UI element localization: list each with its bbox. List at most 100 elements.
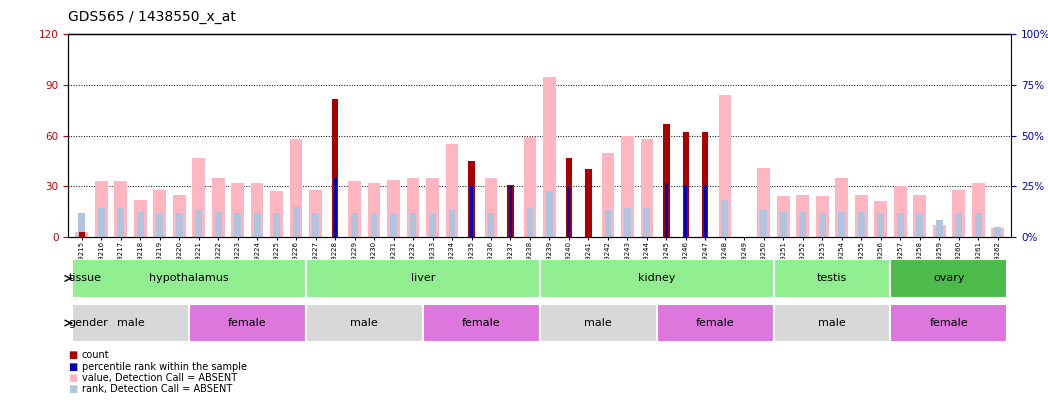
Bar [721, 200, 728, 237]
Bar [449, 210, 456, 237]
Text: gender: gender [68, 318, 108, 328]
Bar [936, 220, 942, 237]
Bar [953, 190, 965, 237]
Bar [137, 211, 144, 237]
Bar [682, 132, 689, 237]
Bar [114, 181, 127, 237]
Bar [97, 208, 105, 237]
Bar [468, 161, 475, 237]
Bar [306, 304, 422, 342]
Text: value, Detection Call = ABSENT: value, Detection Call = ABSENT [82, 373, 237, 383]
Bar [407, 178, 419, 237]
Bar [368, 183, 380, 237]
Bar [509, 186, 512, 237]
Bar [835, 178, 848, 237]
Bar [290, 139, 303, 237]
Bar [215, 211, 221, 237]
Text: hypothalamus: hypothalamus [149, 273, 228, 283]
Bar [410, 213, 416, 237]
Bar [507, 185, 514, 237]
Text: kidney: kidney [638, 273, 675, 283]
Bar [956, 213, 962, 237]
Bar [232, 183, 244, 237]
Bar [212, 178, 224, 237]
Text: liver: liver [411, 273, 435, 283]
Text: ■: ■ [68, 384, 78, 394]
Text: female: female [462, 318, 501, 328]
Text: ■: ■ [68, 373, 78, 383]
Bar [422, 304, 540, 342]
Bar [702, 132, 708, 237]
Bar [390, 213, 397, 237]
Bar [773, 259, 891, 298]
Bar [173, 195, 185, 237]
Bar [312, 213, 319, 237]
Bar [800, 211, 806, 237]
Bar [877, 213, 885, 237]
Bar [664, 183, 668, 237]
Bar [193, 158, 205, 237]
Bar [838, 211, 845, 237]
Bar [761, 210, 767, 237]
Bar [371, 213, 377, 237]
Bar [816, 196, 829, 237]
Bar [543, 77, 555, 237]
Bar [855, 195, 868, 237]
Bar [250, 183, 263, 237]
Bar [971, 183, 984, 237]
Text: ■: ■ [68, 362, 78, 372]
Bar [117, 208, 124, 237]
Bar [95, 181, 108, 237]
Text: male: male [116, 318, 145, 328]
Text: percentile rank within the sample: percentile rank within the sample [82, 362, 246, 372]
Bar [602, 153, 614, 237]
Text: female: female [696, 318, 735, 328]
Bar [540, 259, 773, 298]
Bar [153, 190, 166, 237]
Bar [484, 178, 498, 237]
Bar [777, 196, 789, 237]
Bar [891, 304, 1007, 342]
Bar [333, 178, 336, 237]
Bar [663, 124, 670, 237]
Text: GDS565 / 1438550_x_at: GDS565 / 1438550_x_at [68, 10, 236, 24]
Bar [332, 98, 339, 237]
Bar [780, 211, 787, 237]
Bar [874, 202, 887, 237]
Text: rank, Detection Call = ABSENT: rank, Detection Call = ABSENT [82, 384, 232, 394]
Bar [270, 192, 283, 237]
Bar [643, 208, 651, 237]
Bar [758, 168, 770, 237]
Bar [189, 304, 306, 342]
Bar [894, 186, 907, 237]
Bar [445, 144, 458, 237]
Bar [684, 185, 687, 237]
Bar [75, 232, 88, 237]
Bar [176, 213, 182, 237]
Text: count: count [82, 350, 109, 360]
Bar [546, 192, 553, 237]
Bar [916, 213, 923, 237]
Bar [429, 213, 436, 237]
Bar [540, 304, 657, 342]
Text: female: female [930, 318, 968, 328]
Bar [704, 185, 706, 237]
Bar [72, 259, 306, 298]
Bar [796, 195, 809, 237]
Bar [567, 186, 570, 237]
Bar [586, 169, 591, 237]
Bar [995, 227, 1001, 237]
Text: male: male [585, 318, 612, 328]
Bar [991, 228, 1004, 237]
Text: testis: testis [816, 273, 847, 283]
Bar [309, 190, 322, 237]
Text: ■: ■ [68, 350, 78, 360]
Text: male: male [350, 318, 378, 328]
Bar [195, 210, 202, 237]
Bar [524, 137, 537, 237]
Bar [566, 158, 572, 237]
Bar [306, 259, 540, 298]
Bar [274, 213, 280, 237]
Bar [427, 178, 439, 237]
Bar [657, 304, 773, 342]
